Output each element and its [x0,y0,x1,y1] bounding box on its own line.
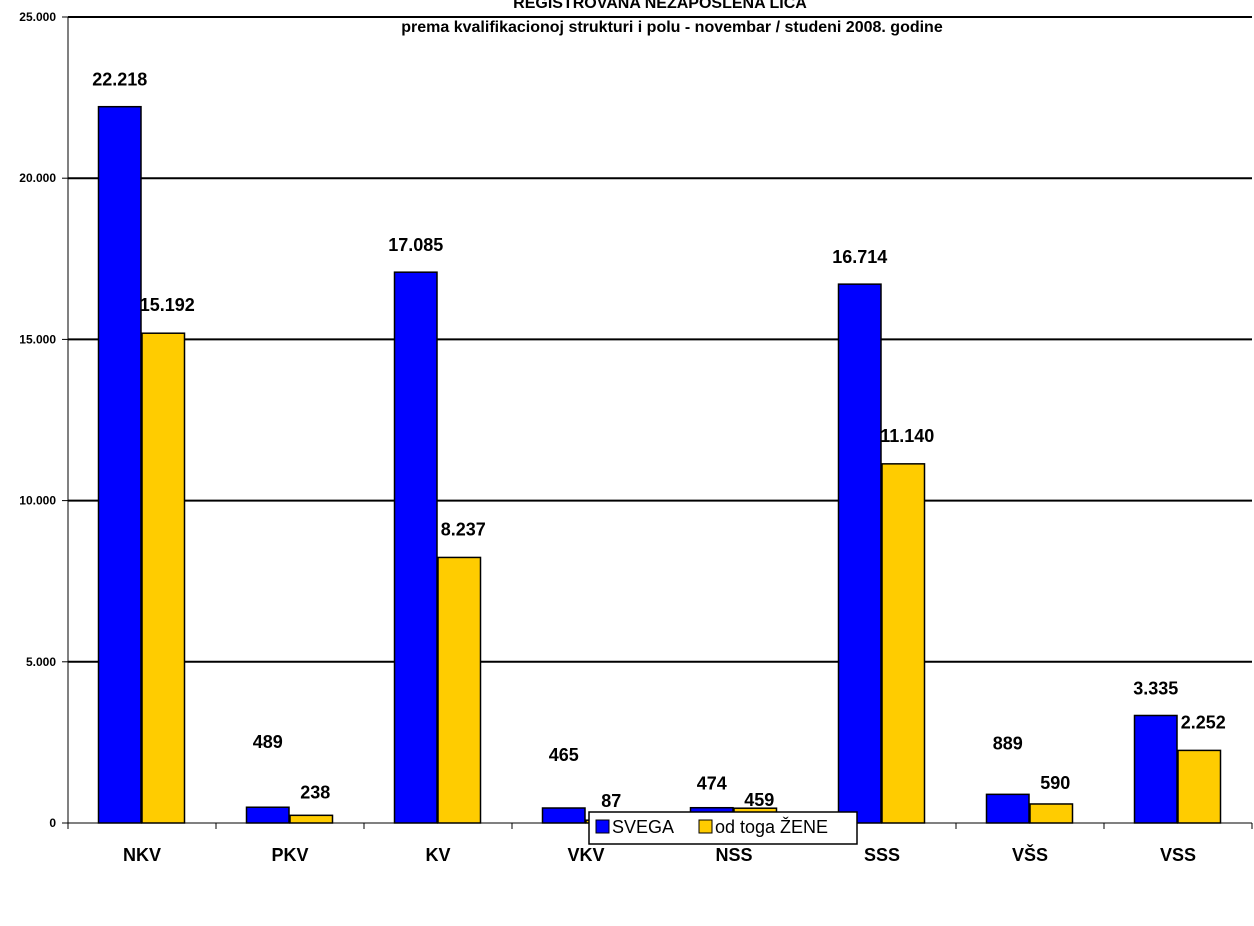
x-tick-label: VKV [567,845,604,865]
x-tick-label: PKV [271,845,308,865]
y-tick-label: 15.000 [19,332,56,346]
data-label-svega: 465 [549,745,579,765]
legend: SVEGA od toga ŽENE [588,811,858,845]
bar-svega [393,271,438,824]
chart-subtitle: prema kvalifikacionoj strukturi i polu -… [401,19,943,36]
data-label-zene: 590 [1040,773,1070,793]
legend-box [588,811,858,845]
x-tick-label: NKV [123,845,161,865]
y-tick-label: 0 [49,816,56,830]
bar-svega [985,793,1030,824]
x-tick-label: VŠS [1012,844,1048,865]
data-label-svega: 17.085 [388,235,443,255]
chart-title: REGISTROVANA NEZAPOSLENA LICA [513,0,807,12]
data-label-zene: 459 [744,790,774,810]
bar-svega [837,283,882,824]
y-tick-label: 5.000 [26,655,56,669]
data-label-svega: 474 [697,774,727,794]
data-label-svega: 489 [253,732,283,752]
bar-zene [881,463,926,824]
x-tick-label: VSS [1160,845,1196,865]
legend-swatch-zene [698,819,713,834]
bar-zene [437,556,482,824]
data-label-svega: 16.714 [832,247,887,267]
x-tick-label: SSS [864,845,900,865]
bar-svega [1133,714,1178,824]
legend-swatch-svega [595,819,610,834]
bar-zene [1177,749,1222,824]
bar-zene [1029,803,1074,824]
bar-svega [245,806,290,824]
data-label-zene: 11.140 [880,426,934,446]
bar-svega [541,807,586,824]
data-label-zene: 2.252 [1181,712,1226,732]
legend-label-svega: SVEGA [612,817,674,837]
data-label-zene: 8.237 [441,519,486,539]
plot-area: 0 5.000 10.000 15.000 20.000 25.000 22.218 15.1… [19,10,1253,865]
bar-zene [289,814,334,824]
y-tick-label: 10.000 [19,494,56,508]
x-tick-label: KV [425,845,450,865]
legend-label-zene: od toga ŽENE [715,817,828,837]
data-label-svega: 3.335 [1133,678,1178,698]
data-label-svega: 22.218 [92,70,147,90]
data-label-zene: 15.192 [140,295,195,315]
data-label-zene: 238 [300,782,330,802]
y-tick-label: 20.000 [19,171,56,185]
x-tick-label: NSS [715,845,752,865]
data-label-svega: 889 [993,733,1023,753]
bar-zene [141,332,186,824]
bar-svega [97,105,142,824]
y-tick-label: 25.000 [19,10,56,24]
data-label-zene: 87 [601,791,621,811]
